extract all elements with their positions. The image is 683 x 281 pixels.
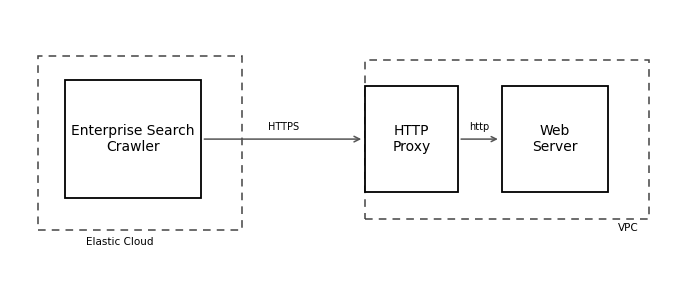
Bar: [502, 86, 608, 192]
Text: Enterprise Search
Crawler: Enterprise Search Crawler: [72, 124, 195, 154]
Text: HTTP
Proxy: HTTP Proxy: [392, 124, 431, 154]
Text: Web
Server: Web Server: [532, 124, 578, 154]
Bar: [65, 80, 201, 198]
Text: HTTPS: HTTPS: [268, 122, 299, 132]
Bar: [365, 86, 458, 192]
Bar: [365, 60, 649, 219]
Text: VPC: VPC: [618, 223, 639, 234]
Text: http: http: [469, 122, 490, 132]
Bar: [38, 56, 242, 230]
Text: Elastic Cloud: Elastic Cloud: [86, 237, 153, 248]
